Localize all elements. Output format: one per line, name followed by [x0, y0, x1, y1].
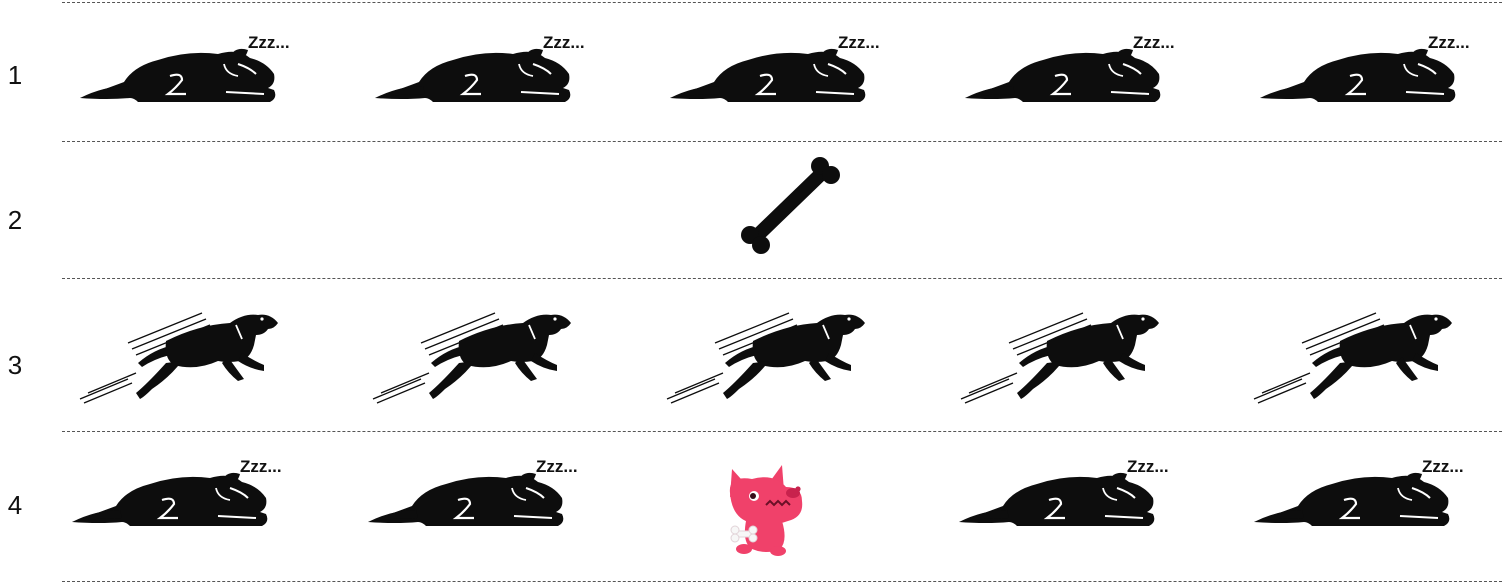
running-dog-icon	[78, 305, 283, 405]
row-separator	[62, 581, 1502, 582]
sleeping-dog-icon: Zzz...	[373, 28, 588, 108]
running-dog-icon	[371, 305, 576, 405]
svg-text:Zzz...: Zzz...	[536, 457, 578, 476]
svg-text:Zzz...: Zzz...	[1133, 33, 1175, 52]
running-dog-icon	[1252, 305, 1457, 405]
running-dog-icon	[959, 305, 1164, 405]
sleeping-dog-icon: Zzz...	[70, 452, 285, 532]
row-separator	[62, 2, 1502, 3]
row-number-1: 1	[7, 60, 23, 90]
sleeping-dog-icon: Zzz...	[963, 28, 1178, 108]
sleeping-dog-icon: Zzz...	[668, 28, 883, 108]
row-number-4: 4	[7, 490, 23, 520]
sleeping-dog-icon: Zzz...	[78, 28, 293, 108]
svg-text:Zzz...: Zzz...	[240, 457, 282, 476]
row-separator	[62, 278, 1502, 279]
svg-text:Zzz...: Zzz...	[248, 33, 290, 52]
sleeping-dog-icon: Zzz...	[1252, 452, 1467, 532]
sleeping-dog-icon: Zzz...	[366, 452, 581, 532]
bone-icon	[738, 153, 848, 261]
row-separator	[62, 431, 1502, 432]
row-number-3: 3	[7, 350, 23, 380]
running-dog-icon	[665, 305, 870, 405]
sleeping-dog-icon: Zzz...	[1258, 28, 1473, 108]
svg-text:Zzz...: Zzz...	[1422, 457, 1464, 476]
svg-text:Zzz...: Zzz...	[1428, 33, 1470, 52]
pink-monster-dog-with-bone-icon	[722, 463, 812, 559]
svg-text:Zzz...: Zzz...	[543, 33, 585, 52]
svg-text:Zzz...: Zzz...	[838, 33, 880, 52]
row-number-2: 2	[7, 205, 23, 235]
sleeping-dog-icon: Zzz...	[957, 452, 1172, 532]
svg-text:Zzz...: Zzz...	[1127, 457, 1169, 476]
row-separator	[62, 141, 1502, 142]
